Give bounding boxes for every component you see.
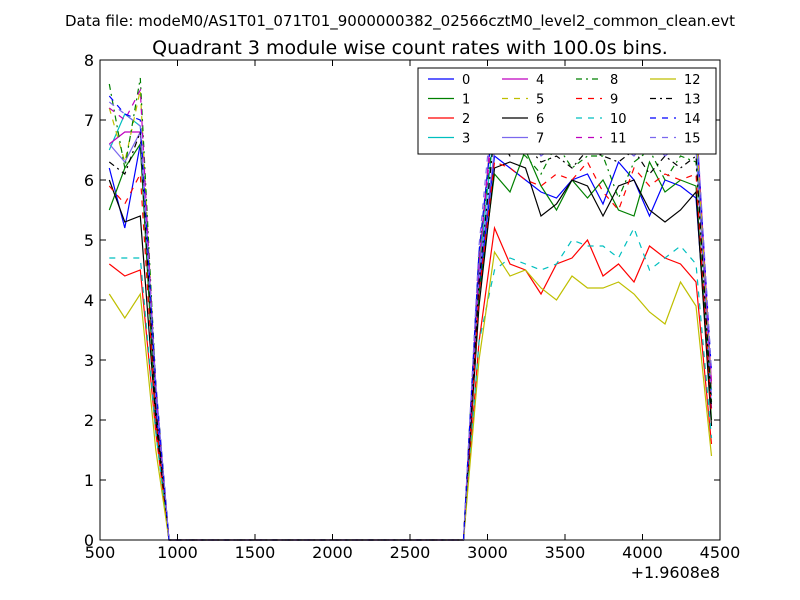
y-tick-label: 4 [84,291,94,310]
legend-label-12: 12 [684,73,701,88]
x-tick-label: 4000 [622,543,663,562]
y-tick-label: 0 [84,531,94,550]
y-tick-label: 1 [84,471,94,490]
data-file-label: Data file: modeM0/AS1T01_071T01_90000003… [65,12,735,31]
series-line-7 [108,129,713,541]
x-tick-label: 3500 [545,543,586,562]
x-tick-label: 2500 [390,543,431,562]
y-tick-label: 5 [84,231,94,250]
legend-label-13: 13 [684,93,701,108]
series-line-12 [108,250,713,541]
legend-label-0: 0 [462,73,470,88]
x-axis-offset-label: +1.9608e8 [631,563,720,582]
series-line-8 [108,77,713,541]
legend-label-7: 7 [536,132,544,147]
legend-label-9: 9 [610,93,618,108]
x-tick-label: 500 [85,543,116,562]
x-tick-label: 2000 [312,543,353,562]
legend-label-2: 2 [462,112,470,127]
y-tick-label: 6 [84,171,94,190]
tick-layer: 500 1000 1500 2000 2500 3000 3500 4000 450001234… [84,51,741,562]
series-line-4 [108,94,713,541]
series-line-3 [108,113,713,541]
series-line-2 [108,225,713,541]
y-tick-label: 3 [84,351,94,370]
legend-label-15: 15 [684,132,701,147]
x-tick-label: 1000 [157,543,198,562]
legend-label-5: 5 [536,93,544,108]
y-tick-label: 8 [84,51,94,70]
y-tick-label: 7 [84,111,94,130]
y-tick-label: 2 [84,411,94,430]
legend-label-6: 6 [536,112,544,127]
legend-label-11: 11 [610,132,627,147]
series-line-5 [108,89,713,541]
series-line-10 [109,226,713,541]
legend-label-4: 4 [536,73,544,88]
x-tick-label: 1500 [235,543,276,562]
series-line-14 [108,95,713,541]
legend-frame [417,67,717,155]
legend-label-1: 1 [462,93,470,108]
series-line-9 [108,160,713,541]
x-tick-label: 4500 [700,543,741,562]
legend-label-14: 14 [684,112,701,127]
legend-label-10: 10 [610,112,627,127]
series-line-11 [108,87,713,541]
x-tick-label: 3000 [467,543,508,562]
legend-label-3: 3 [462,132,470,147]
legend-label-8: 8 [610,73,618,88]
series-line-6 [108,161,713,541]
series-line-13 [108,130,713,541]
chart-title: Quadrant 3 module wise count rates with … [152,37,668,59]
